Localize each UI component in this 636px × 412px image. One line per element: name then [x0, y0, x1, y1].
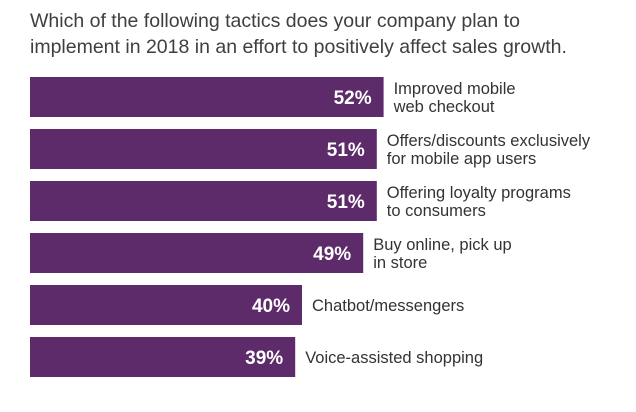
- category-label-4-line-2: in store: [373, 254, 427, 272]
- category-label-1-line-2: web checkout: [393, 98, 495, 116]
- category-label-2-line-2: for mobile app users: [387, 150, 537, 168]
- category-label-3-line-1: Offering loyalty programs: [387, 184, 571, 202]
- bar-4: [30, 233, 364, 273]
- bar-2: [30, 129, 377, 169]
- bar-value-label-5: 40%: [252, 296, 290, 317]
- bar-6: [30, 337, 296, 377]
- chart-title-line-2: implement in 2018 in an effort to positi…: [30, 36, 567, 58]
- chart-title: Which of the following tactics does your…: [30, 8, 630, 60]
- bar-value-label-4: 49%: [313, 244, 351, 265]
- category-label-5-line-1: Chatbot/messengers: [312, 297, 464, 315]
- category-label-3-line-2: to consumers: [387, 202, 486, 220]
- bar-3: [30, 181, 377, 221]
- category-label-6-line-1: Voice-assisted shopping: [305, 349, 483, 367]
- chart-title-line-1: Which of the following tactics does your…: [30, 10, 520, 32]
- bar-value-label-1: 52%: [334, 88, 372, 109]
- category-label-1-line-1: Improved mobile: [394, 80, 516, 98]
- category-label-4-line-1: Buy online, pick up: [373, 236, 512, 254]
- bar-5: [30, 285, 302, 325]
- category-label-2-line-1: Offers/discounts exclusively: [387, 132, 591, 150]
- bar-value-label-2: 51%: [327, 140, 365, 161]
- bar-value-label-3: 51%: [327, 192, 365, 213]
- bar-1: [30, 77, 384, 117]
- bar-value-label-6: 39%: [245, 348, 283, 369]
